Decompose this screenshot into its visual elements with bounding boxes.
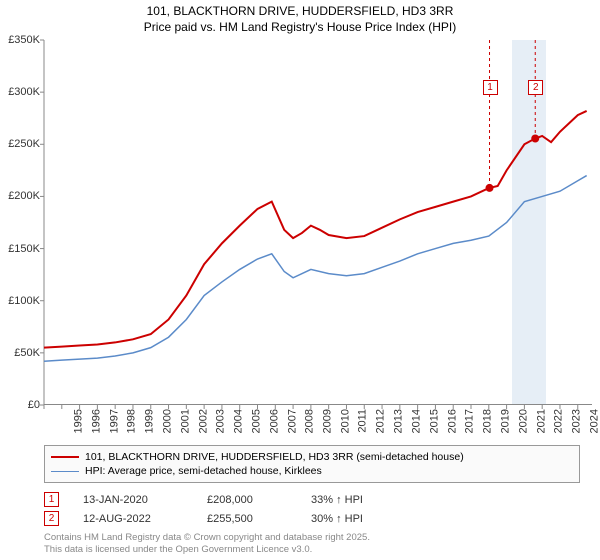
x-axis-label: 2009 bbox=[322, 409, 334, 433]
sale-row: 2 12-AUG-2022 £255,500 30% ↑ HPI bbox=[44, 509, 580, 528]
sale-price: £208,000 bbox=[207, 494, 287, 506]
chart-svg bbox=[44, 40, 592, 404]
chart-marker: 1 bbox=[483, 80, 498, 95]
footer: Contains HM Land Registry data © Crown c… bbox=[44, 532, 370, 556]
x-axis-label: 2001 bbox=[179, 409, 191, 433]
x-axis-label: 2005 bbox=[250, 409, 262, 433]
sale-date: 13-JAN-2020 bbox=[83, 494, 183, 506]
x-axis-label: 1999 bbox=[144, 409, 156, 433]
x-axis-label: 2013 bbox=[393, 409, 405, 433]
sale-date: 12-AUG-2022 bbox=[83, 513, 183, 525]
sale-marker: 1 bbox=[44, 492, 59, 507]
legend: 101, BLACKTHORN DRIVE, HUDDERSFIELD, HD3… bbox=[44, 445, 580, 483]
x-axis-label: 2023 bbox=[571, 409, 583, 433]
sale-row: 1 13-JAN-2020 £208,000 33% ↑ HPI bbox=[44, 490, 580, 509]
x-axis-label: 2004 bbox=[233, 409, 245, 433]
sale-hpi-diff: 30% ↑ HPI bbox=[311, 513, 411, 525]
legend-item: HPI: Average price, semi-detached house,… bbox=[51, 464, 573, 478]
sale-marker: 2 bbox=[44, 511, 59, 526]
x-axis-label: 2020 bbox=[517, 409, 529, 433]
x-axis-label: 1997 bbox=[108, 409, 120, 433]
x-axis-label: 1998 bbox=[126, 409, 138, 433]
chart-marker: 2 bbox=[528, 80, 543, 95]
y-axis-label: £150K bbox=[0, 243, 40, 255]
x-axis-label: 2018 bbox=[482, 409, 494, 433]
x-axis-label: 2010 bbox=[339, 409, 351, 433]
x-axis-label: 2006 bbox=[268, 409, 280, 433]
y-axis-label: £50K bbox=[0, 347, 40, 359]
x-axis-label: 2012 bbox=[375, 409, 387, 433]
sale-price: £255,500 bbox=[207, 513, 287, 525]
legend-label: 101, BLACKTHORN DRIVE, HUDDERSFIELD, HD3… bbox=[85, 451, 464, 463]
x-axis-label: 2003 bbox=[215, 409, 227, 433]
x-axis-label: 2021 bbox=[535, 409, 547, 433]
series-price_paid bbox=[44, 111, 587, 348]
title-line-1: 101, BLACKTHORN DRIVE, HUDDERSFIELD, HD3… bbox=[0, 4, 600, 20]
chart-title: 101, BLACKTHORN DRIVE, HUDDERSFIELD, HD3… bbox=[0, 0, 600, 35]
x-axis-label: 2024 bbox=[588, 409, 600, 433]
x-axis-label: 2017 bbox=[464, 409, 476, 433]
sale-hpi-diff: 33% ↑ HPI bbox=[311, 494, 411, 506]
x-axis-label: 2022 bbox=[553, 409, 565, 433]
y-axis-label: £100K bbox=[0, 295, 40, 307]
x-axis-label: 2007 bbox=[286, 409, 298, 433]
x-axis-label: 1996 bbox=[90, 409, 102, 433]
legend-swatch bbox=[51, 456, 79, 458]
y-axis-label: £250K bbox=[0, 138, 40, 150]
y-axis-label: £350K bbox=[0, 34, 40, 46]
x-axis-label: 2008 bbox=[304, 409, 316, 433]
footer-line-1: Contains HM Land Registry data © Crown c… bbox=[44, 532, 370, 544]
x-axis-label: 2015 bbox=[428, 409, 440, 433]
legend-swatch bbox=[51, 471, 79, 472]
y-axis-label: £200K bbox=[0, 190, 40, 202]
x-axis-label: 2000 bbox=[161, 409, 173, 433]
x-axis-label: 2002 bbox=[197, 409, 209, 433]
y-axis-label: £0 bbox=[0, 399, 40, 411]
legend-item: 101, BLACKTHORN DRIVE, HUDDERSFIELD, HD3… bbox=[51, 450, 573, 464]
chart-container: 101, BLACKTHORN DRIVE, HUDDERSFIELD, HD3… bbox=[0, 0, 600, 560]
title-line-2: Price paid vs. HM Land Registry's House … bbox=[0, 20, 600, 36]
series-hpi bbox=[44, 176, 587, 362]
footer-line-2: This data is licensed under the Open Gov… bbox=[44, 544, 370, 556]
sales-table: 1 13-JAN-2020 £208,000 33% ↑ HPI 2 12-AU… bbox=[44, 490, 580, 528]
legend-label: HPI: Average price, semi-detached house,… bbox=[85, 465, 322, 477]
x-axis-label: 2019 bbox=[499, 409, 511, 433]
x-axis-label: 2011 bbox=[356, 409, 368, 433]
y-axis-label: £300K bbox=[0, 86, 40, 98]
plot-area: 12 bbox=[44, 40, 592, 405]
x-axis-label: 1995 bbox=[72, 409, 84, 433]
x-axis-label: 2014 bbox=[411, 409, 423, 433]
x-axis-label: 2016 bbox=[446, 409, 458, 433]
